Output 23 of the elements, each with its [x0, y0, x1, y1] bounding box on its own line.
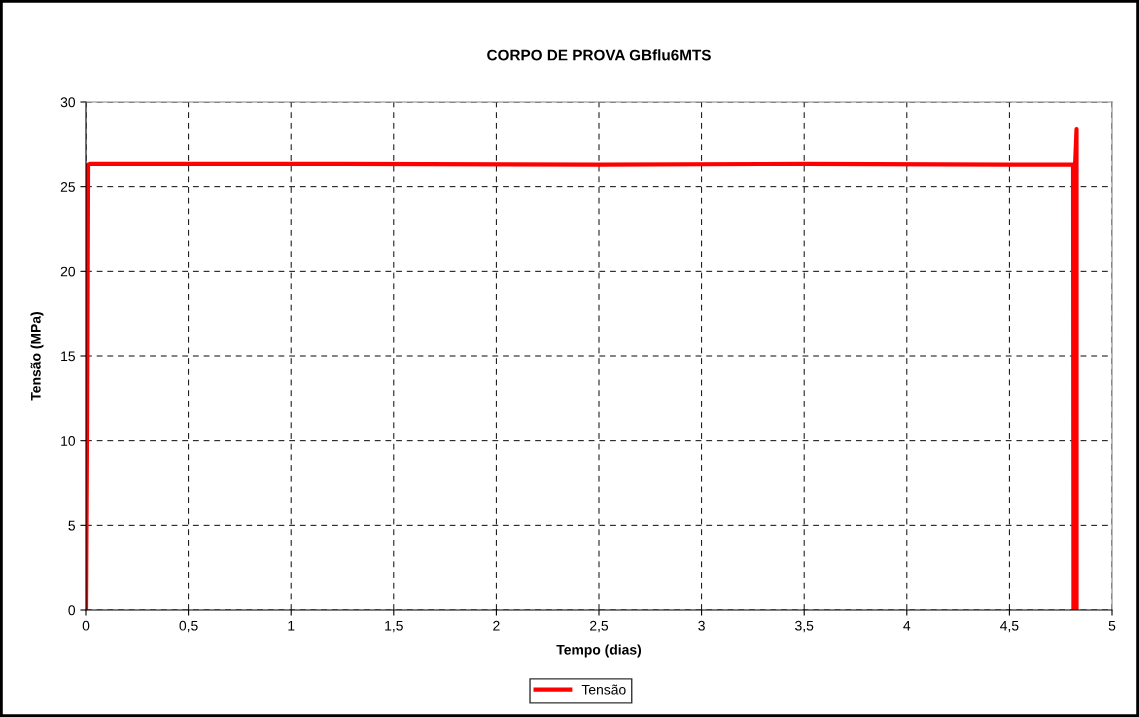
x-axis-title: Tempo (dias) [556, 644, 642, 658]
y-tick-label: 0 [68, 605, 76, 616]
y-tick-label: 25 [60, 182, 75, 192]
x-tick-label: 4,5 [1000, 620, 1019, 633]
y-tick-label: 10 [61, 436, 76, 446]
x-tick-label: 3 [698, 620, 705, 631]
x-tick-label: 1,5 [385, 620, 403, 633]
legend-label: Tensão [581, 684, 626, 695]
x-tick-label: 3,5 [795, 620, 814, 633]
y-tick-label: 30 [60, 97, 76, 108]
chart-title: CORPO DE PROVA GBflu6MTS [487, 49, 711, 61]
x-tick-label: 1 [288, 620, 295, 631]
y-tick-label: 5 [68, 520, 75, 531]
y-axis-title: Tensão (MPa) [30, 312, 44, 401]
line-series [86, 127, 1079, 610]
x-tick-label: 2 [493, 620, 500, 631]
y-tick-label: 20 [60, 266, 76, 277]
x-tick-label: 0 [82, 620, 90, 631]
x-tick-label: 0,5 [179, 620, 198, 633]
x-tick-label: 4 [903, 620, 911, 631]
y-tick-label: 15 [61, 351, 75, 362]
x-tick-label: 5 [1108, 620, 1116, 631]
x-tick-label: 2,5 [590, 620, 609, 633]
